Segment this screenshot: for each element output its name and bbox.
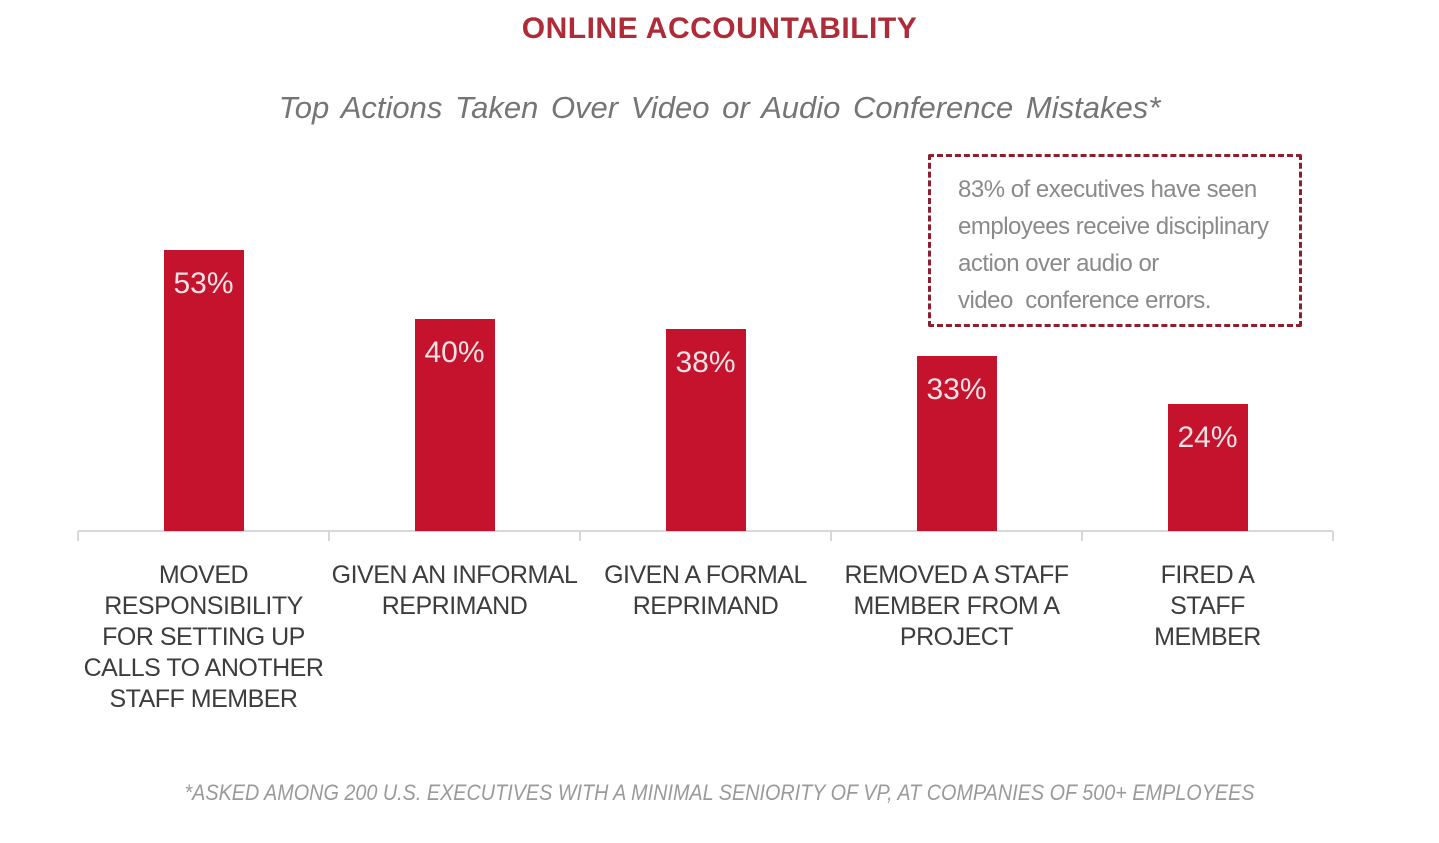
bar-value-label: 33%	[926, 372, 987, 406]
bar-slot: 40%	[329, 0, 580, 531]
category-label: GIVEN A FORMAL REPRIMAND	[604, 561, 807, 620]
category-label: REMOVED A STAFF MEMBER FROM A PROJECT	[844, 561, 1069, 651]
bar-value-label: 24%	[1177, 420, 1238, 454]
bar: 33%	[916, 355, 997, 531]
axis-tick	[579, 531, 581, 541]
bar-slot: 33%	[831, 0, 1082, 531]
bar-slot: 24%	[1082, 0, 1333, 531]
bar-value-label: 53%	[173, 266, 234, 300]
axis-tick	[77, 531, 79, 541]
axis-tick	[830, 531, 832, 541]
footnote: *ASKED AMONG 200 U.S. EXECUTIVES WITH A …	[0, 780, 1439, 806]
bar-chart-plot: 53% 40% 38% 33% 24%	[77, 0, 1334, 541]
bar-slot: 53%	[78, 0, 329, 531]
bar: 24%	[1167, 403, 1248, 531]
bar-value-label: 38%	[675, 346, 736, 380]
category-label: FIRED A STAFF MEMBER	[1154, 561, 1261, 651]
axis-tick	[328, 531, 330, 541]
bar-slot: 38%	[580, 0, 831, 531]
chart-subtitle: Top Actions Taken Over Video or Audio Co…	[278, 90, 1161, 125]
bar: 38%	[665, 329, 746, 531]
callout-box: 83% of executives have seen employees re…	[928, 154, 1302, 327]
callout-text: 83% of executives have seen employees re…	[958, 176, 1269, 314]
bar: 40%	[414, 318, 495, 531]
bar-value-label: 40%	[424, 335, 485, 369]
axis-tick	[1332, 531, 1334, 541]
category-label: GIVEN AN INFORMAL REPRIMAND	[331, 561, 578, 620]
bar: 53%	[163, 249, 244, 531]
footnote-text: *ASKED AMONG 200 U.S. EXECUTIVES WITH A …	[184, 780, 1255, 805]
category-label: MOVED RESPONSIBILITY FOR SETTING UP CALL…	[83, 561, 324, 713]
axis-tick	[1081, 531, 1083, 541]
x-axis-labels: MOVED RESPONSIBILITY FOR SETTING UP CALL…	[78, 560, 1333, 730]
page-title: ONLINE ACCOUNTABILITY	[521, 12, 918, 45]
x-axis-line	[78, 530, 1333, 532]
